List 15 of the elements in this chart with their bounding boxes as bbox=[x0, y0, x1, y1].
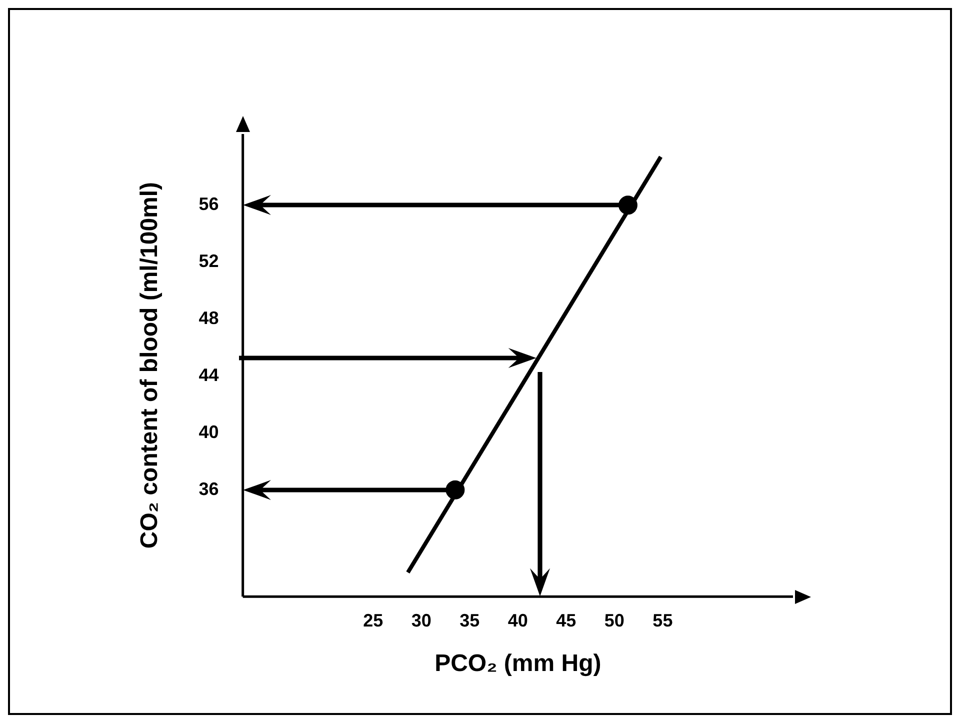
y-tick-label: 40 bbox=[198, 422, 219, 442]
y-tick-label: 56 bbox=[198, 194, 219, 214]
x-tick-label: 55 bbox=[652, 610, 673, 630]
x-tick-label: 40 bbox=[508, 610, 528, 630]
x-tick-label: 35 bbox=[460, 610, 480, 630]
y-tick-label: 36 bbox=[198, 478, 219, 499]
y-tick-label: 52 bbox=[198, 251, 219, 272]
x-axis-title: PCO₂ (mm Hg) bbox=[434, 650, 602, 678]
y-tick-label: 44 bbox=[198, 364, 219, 385]
x-tick-label: 50 bbox=[604, 610, 624, 630]
y-tick-label: 48 bbox=[198, 308, 219, 328]
x-tick-label: 30 bbox=[411, 610, 432, 630]
x-tick-label: 25 bbox=[363, 610, 384, 630]
y-axis-title: CO₂ content of blood (ml/100ml) bbox=[136, 182, 164, 549]
x-tick-label: 45 bbox=[556, 610, 576, 630]
